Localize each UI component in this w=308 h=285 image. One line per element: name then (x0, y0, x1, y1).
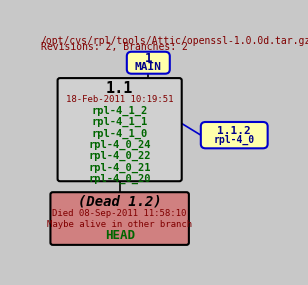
Text: rpl-4_1_1: rpl-4_1_1 (91, 117, 148, 127)
Text: rpl-4_0_24: rpl-4_0_24 (88, 140, 151, 150)
FancyBboxPatch shape (51, 192, 189, 245)
Text: (Dead 1.2): (Dead 1.2) (78, 194, 161, 208)
Text: rpl-4_0_20: rpl-4_0_20 (88, 174, 151, 184)
Text: 1.1: 1.1 (106, 81, 133, 96)
Text: MAIN: MAIN (135, 62, 162, 72)
Text: rpl-4_1_2: rpl-4_1_2 (91, 105, 148, 116)
Text: HEAD: HEAD (105, 229, 135, 242)
Text: Maybe alive in other branch: Maybe alive in other branch (47, 220, 192, 229)
FancyBboxPatch shape (201, 122, 268, 148)
Text: Revisions: 2, Branches: 2: Revisions: 2, Branches: 2 (41, 42, 188, 52)
Text: 18-Feb-2011 10:19:51: 18-Feb-2011 10:19:51 (66, 95, 173, 103)
Text: 1.1.2: 1.1.2 (217, 126, 251, 136)
Text: /opt/cvs/rpl/tools/Attic/openssl-1.0.0d.tar.gz,v: /opt/cvs/rpl/tools/Attic/openssl-1.0.0d.… (41, 36, 308, 46)
FancyBboxPatch shape (127, 52, 170, 74)
Text: rpl-4_0_21: rpl-4_0_21 (88, 162, 151, 173)
Text: rpl-4_0_22: rpl-4_0_22 (88, 151, 151, 161)
Text: Died 08-Sep-2011 11:58:10: Died 08-Sep-2011 11:58:10 (52, 209, 187, 218)
Text: 1: 1 (144, 52, 152, 65)
Text: rpl-4_1_0: rpl-4_1_0 (91, 128, 148, 139)
FancyBboxPatch shape (58, 78, 182, 181)
Text: rpl-4_0: rpl-4_0 (214, 135, 255, 145)
